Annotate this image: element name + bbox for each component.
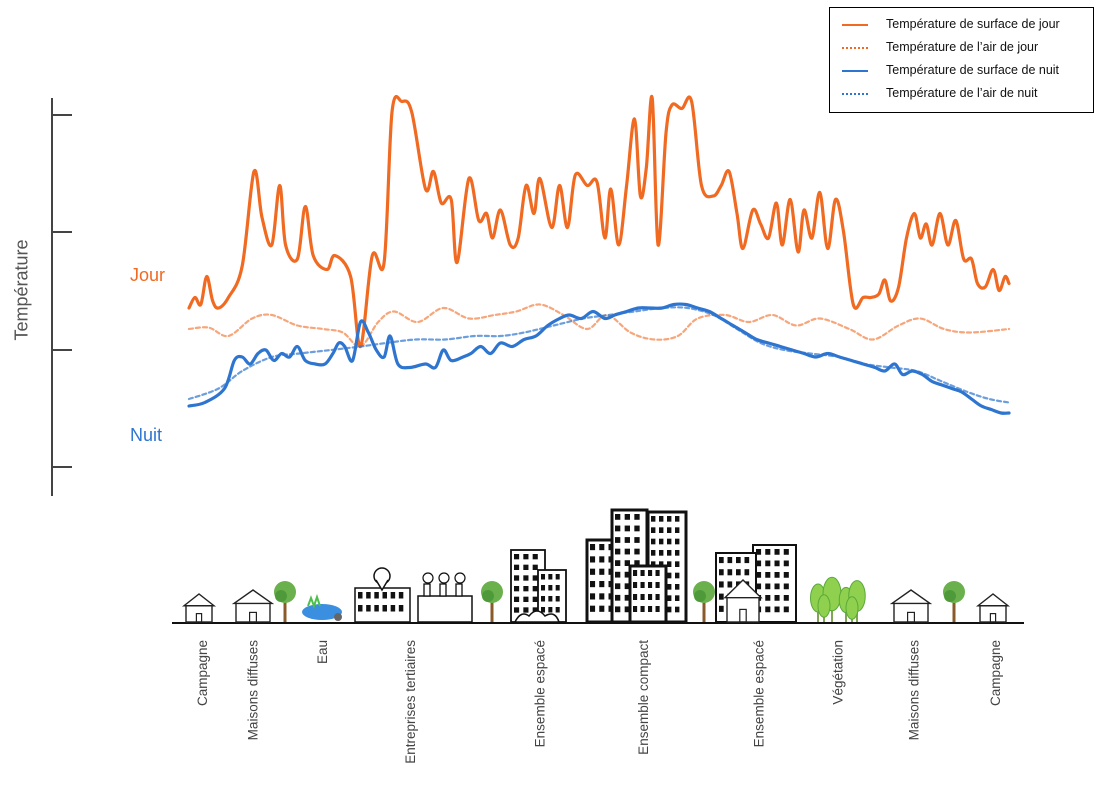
legend-label: Température de l’air de nuit (886, 86, 1038, 100)
tree-icon (693, 581, 715, 622)
y-axis (51, 98, 72, 496)
night-series-tag: Nuit (130, 425, 163, 445)
category-label: Maisons diffuses (245, 640, 260, 741)
category-label: Végétation (831, 640, 846, 705)
category-label: Ensemble espacé (532, 640, 547, 748)
tree-icon (943, 581, 965, 622)
day-series-tag: Jour (130, 265, 166, 285)
legend-label: Température de surface de jour (886, 17, 1060, 31)
legend-swatch-night-surface (842, 70, 868, 72)
legend-label: Température de surface de nuit (886, 63, 1060, 77)
legend: Température de surface de jour Températu… (829, 7, 1094, 113)
night-surface-line (187, 302, 1011, 415)
farmhouse-icon (975, 593, 1011, 623)
factory-icon (417, 572, 473, 623)
legend-item: Température de surface de nuit (830, 60, 1093, 82)
pond-icon (302, 593, 342, 621)
legend-item: Température de surface de jour (830, 14, 1093, 36)
suburban-house-icon (889, 589, 933, 623)
suburban-house-icon (231, 589, 275, 623)
category-label: Ensemble espacé (751, 640, 766, 748)
legend-label: Température de l’air de jour (886, 40, 1039, 54)
apartment-building-icon (752, 544, 797, 623)
day-surface-line (187, 94, 1011, 349)
skyscraper-icon (628, 564, 668, 624)
legend-swatch-night-air (842, 93, 868, 95)
category-label: Maisons diffuses (906, 640, 921, 741)
day-air-line (187, 303, 1011, 348)
forest-icon (810, 576, 866, 622)
y-axis-label: Température (11, 239, 32, 341)
category-label: Ensemble compact (636, 640, 651, 755)
night-air-line (187, 306, 1011, 404)
legend-item: Température de l’air de jour (830, 37, 1093, 59)
category-label: Campagne (195, 640, 210, 707)
category-label: Entreprises tertiaires (403, 640, 418, 764)
office-building-icon (354, 587, 411, 623)
plot-lines (187, 94, 1011, 415)
farmhouse-icon (181, 593, 217, 623)
location-pin-icon (373, 567, 391, 592)
legend-item: Température de l’air de nuit (830, 83, 1093, 105)
category-label: Campagne (988, 640, 1003, 707)
legend-swatch-day-surface (842, 24, 868, 26)
tree-icon (481, 581, 503, 622)
legend-swatch-day-air (842, 47, 868, 49)
tree-icon (274, 581, 296, 622)
bush-icon (513, 610, 561, 623)
land-use-icons (181, 508, 1011, 624)
townhouse-icon (723, 579, 763, 623)
category-label: Eau (315, 640, 330, 665)
